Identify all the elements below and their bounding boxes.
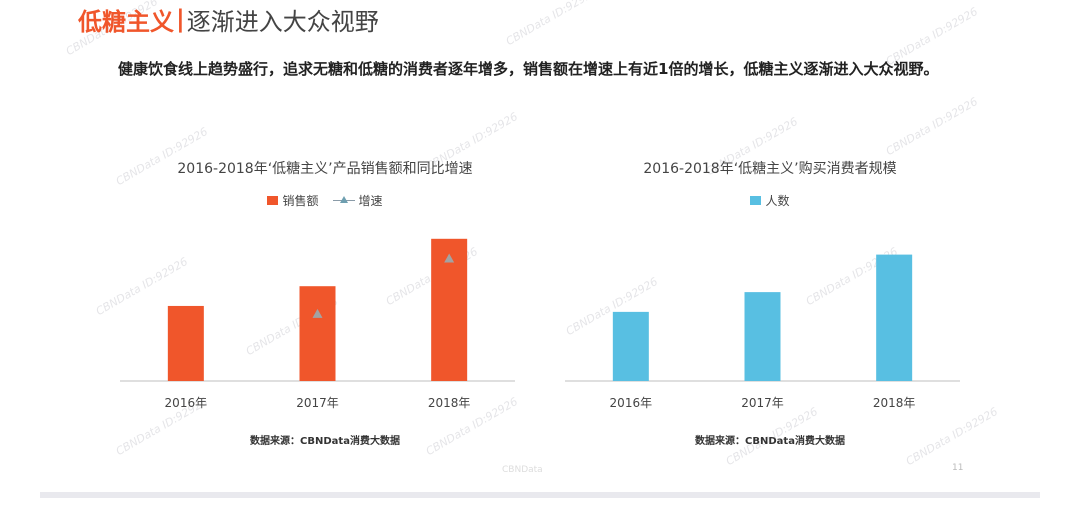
legend-item-people: 人数 [750,192,790,209]
legend-label-growth: 增速 [358,194,383,208]
page-title: 低糖主义 | 逐渐进入大众视野 [78,2,379,36]
legend-swatch-growth [332,196,355,205]
sales-tick-label-1: 2017年 [296,396,339,410]
page-subtitle: 健康饮食线上趋势盛行，追求无糖和低糖的消费者逐年增多，销售额在增速上有近1倍的增… [118,60,939,78]
consumer-bar-2 [876,254,913,381]
legend-swatch-sales [267,196,279,205]
legend-label-people: 人数 [765,194,790,208]
page-title-rest: 逐渐进入大众视野 [186,7,379,36]
page-title-accent: 低糖主义 [78,7,174,36]
consumer-bar-1 [744,292,781,381]
consumer-chart: 2016-2018年‘低糖主义’购买消费者规模 人数 2016年 2017年 201… [560,150,980,450]
sales-growth-marker-1 [312,308,323,318]
sales-chart: 2016-2018年‘低糖主义’产品销售额和同比增速 销售额 增速 2016年 2… [115,150,535,450]
sales-chart-title: 2016-2018年‘低糖主义’产品销售额和同比增速 [177,161,473,177]
sales-chart-legend: 销售额 增速 [115,192,535,209]
sales-bar-0 [167,305,204,381]
sales-chart-source: 数据来源：CBNData消费大数据 [250,436,400,447]
consumer-tick-label-0: 2016年 [610,396,653,410]
legend-item-growth: 增速 [332,192,383,209]
footer-divider [40,492,1040,498]
legend-item-sales: 销售额 [267,192,319,209]
watermark-text: CBNData ID:92926 [883,94,980,159]
footer-logo: CBNData [502,465,543,475]
consumer-chart-source: 数据来源：CBNData消费大数据 [695,436,845,447]
legend-swatch-people [750,196,762,205]
watermark-text: CBNData ID:92926 [503,0,600,49]
page-number: 11 [952,463,964,473]
page-title-separator: | [176,5,185,33]
consumer-bar-0 [612,311,649,381]
sales-tick-label-2: 2018年 [428,396,471,410]
sales-bar-1 [299,286,336,381]
sales-chart-plot: 2016年 2017年 2018年 [120,238,515,410]
consumer-chart-plot: 2016年 2017年 2018年 [565,254,960,410]
consumer-tick-label-1: 2017年 [741,396,784,410]
sales-tick-label-0: 2016年 [165,396,208,410]
sales-growth-marker-2 [444,253,455,263]
legend-label-sales: 销售额 [282,194,319,208]
consumer-chart-title: 2016-2018年‘低糖主义’购买消费者规模 [643,161,897,177]
consumer-tick-label-2: 2018年 [873,396,916,410]
consumer-chart-legend: 人数 [560,192,980,209]
